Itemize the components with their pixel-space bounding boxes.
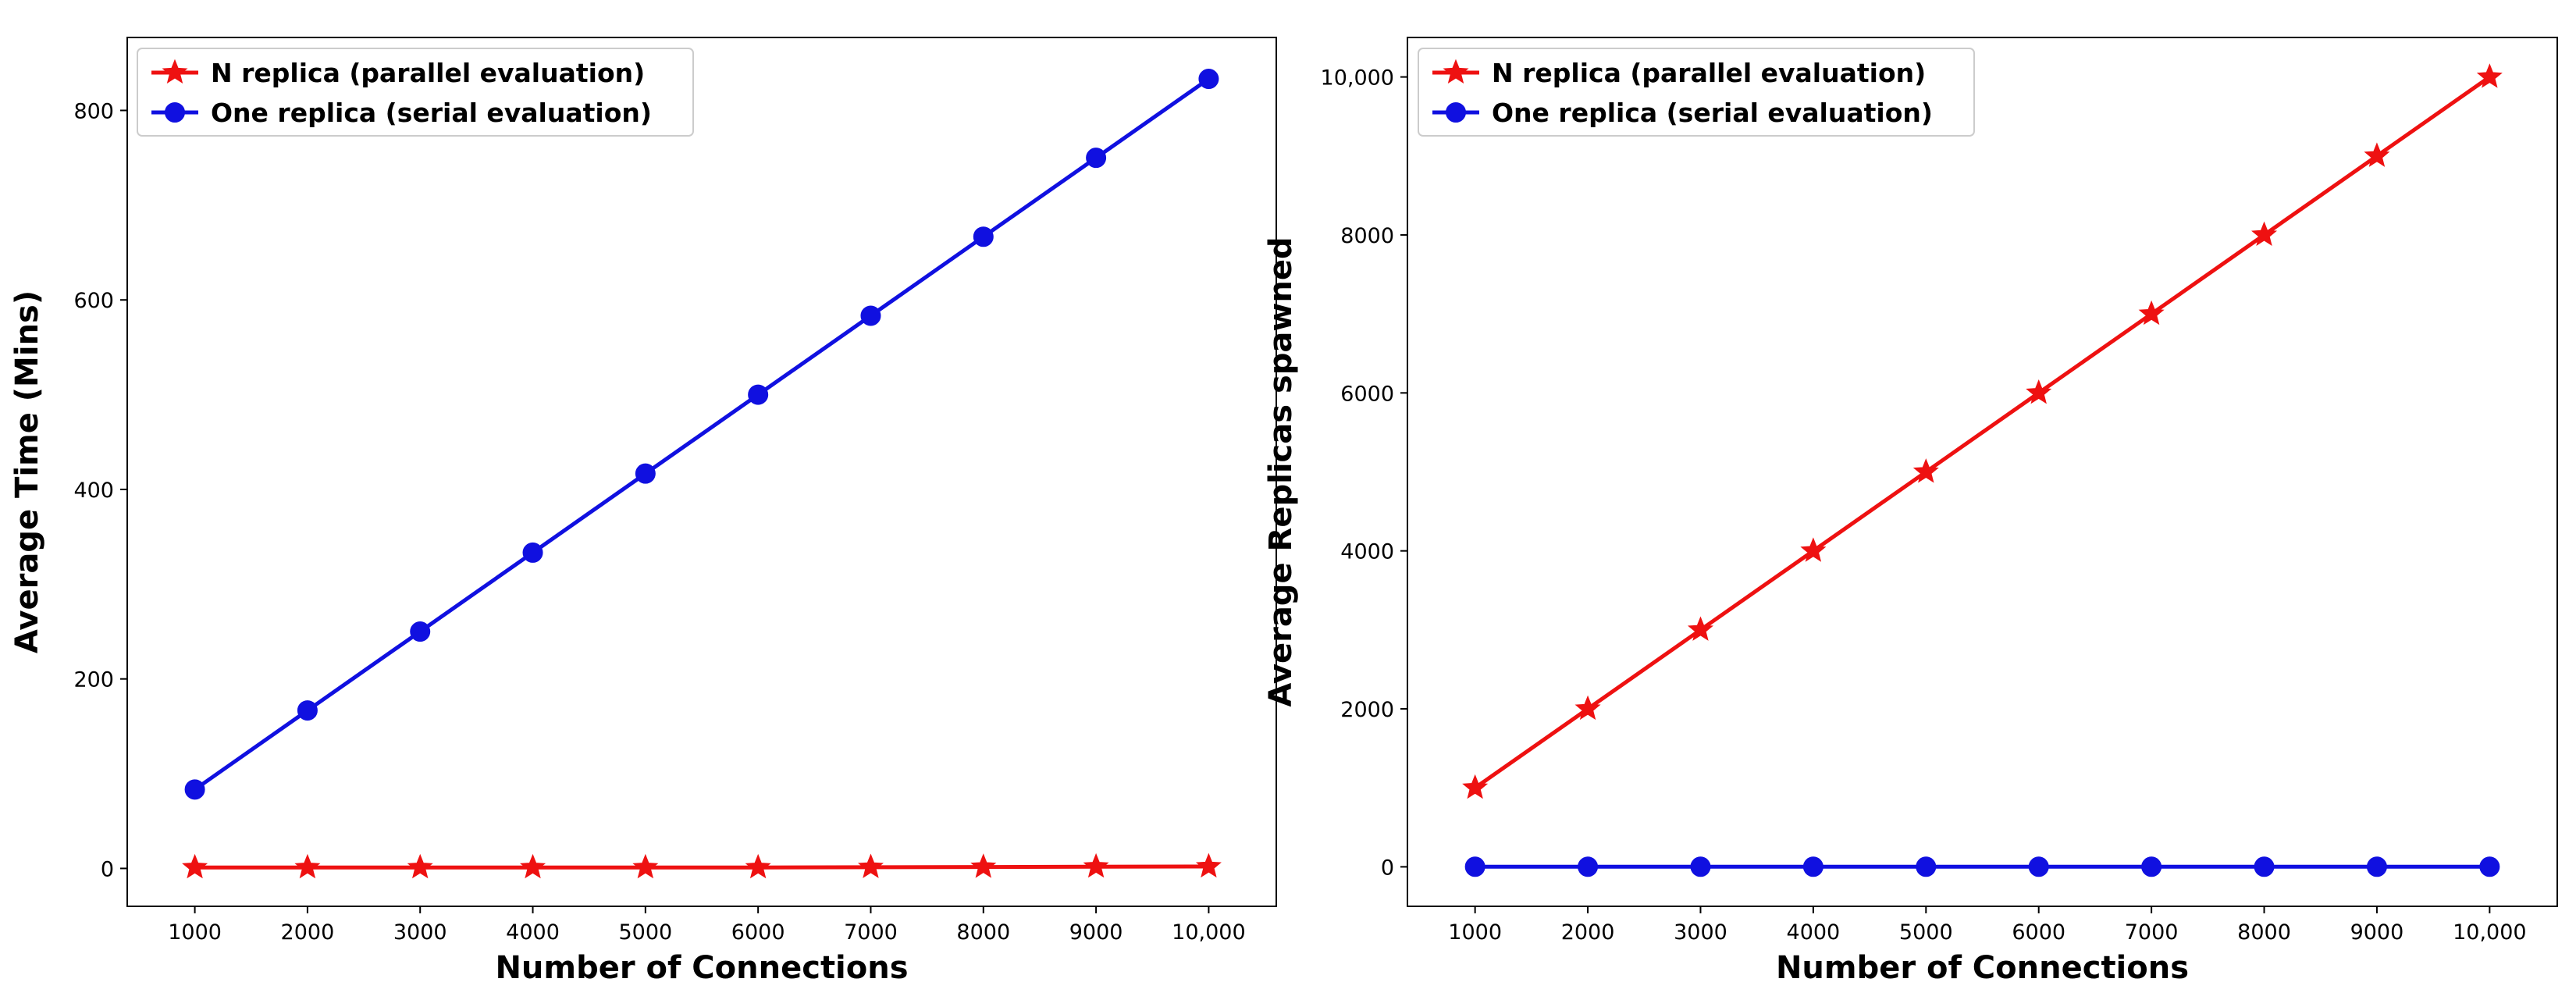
data-point <box>632 853 659 879</box>
legend: N replica (parallel evaluation) One repli… <box>1418 48 1975 137</box>
y-tick-label: 2000 <box>1340 698 1394 722</box>
legend-swatch-marker <box>165 102 185 123</box>
data-point <box>1086 148 1107 169</box>
data-point <box>184 779 205 800</box>
x-tick-label: 3000 <box>1674 920 1727 945</box>
y-tick-label: 800 <box>73 99 114 123</box>
y-tick-label: 0 <box>101 857 114 881</box>
data-point <box>294 853 321 879</box>
data-point <box>2254 856 2275 877</box>
data-point <box>1800 537 1827 562</box>
legend-label: One replica (serial evaluation) <box>1492 98 1933 128</box>
data-point <box>1690 856 1711 877</box>
legend-swatch-marker <box>1443 59 1469 84</box>
data-point <box>1195 852 1222 878</box>
x-tick-label: 8000 <box>2237 920 2291 945</box>
data-point <box>407 853 433 879</box>
legend-label: One replica (serial evaluation) <box>211 98 652 128</box>
data-point <box>973 226 994 247</box>
data-point <box>970 853 997 878</box>
y-axis-label: Average Replicas spawned <box>1263 237 1299 706</box>
data-point <box>1574 695 1601 721</box>
x-tick-label: 7000 <box>2125 920 2179 945</box>
x-tick-label: 5000 <box>1899 920 1953 945</box>
x-tick-label: 5000 <box>618 920 672 945</box>
data-point <box>1687 616 1713 641</box>
data-point <box>1198 69 1219 90</box>
data-point <box>297 700 318 721</box>
data-point <box>2138 300 2165 326</box>
data-point <box>635 463 656 484</box>
legend-swatch-marker <box>1446 102 1466 123</box>
x-tick-label: 6000 <box>731 920 785 945</box>
y-tick-label: 8000 <box>1340 224 1394 248</box>
y-tick-label: 0 <box>1381 856 1394 880</box>
data-point <box>2141 856 2162 877</box>
chart-panel-2: 1000 2000 3000 4000 5000 6000 7000 8000 9000 10,0… <box>1263 37 2558 986</box>
x-tick-label: 7000 <box>844 920 898 945</box>
plot-frame <box>1407 37 2558 907</box>
plot-frame <box>126 37 1277 907</box>
x-tick-label: 2000 <box>1561 920 1615 945</box>
series-one-replica <box>184 69 1219 800</box>
y-axis-label: Average Time (Mins) <box>9 290 45 653</box>
x-tick-label: 9000 <box>2350 920 2404 945</box>
series-n-replica <box>182 852 1222 879</box>
legend-box <box>1418 48 1975 137</box>
x-tick-label: 8000 <box>956 920 1010 945</box>
x-tick-label: 1000 <box>168 920 222 945</box>
data-point <box>2026 379 2052 404</box>
data-point <box>1578 856 1599 877</box>
y-tick-label: 400 <box>73 479 114 503</box>
x-axis-label: Number of Connections <box>495 950 908 986</box>
data-point <box>520 853 546 879</box>
data-point <box>2476 63 2503 88</box>
series-line <box>1474 75 2491 790</box>
legend-swatch-marker <box>162 59 188 84</box>
data-point <box>1802 856 1823 877</box>
y-tick-label: 10,000 <box>1321 66 1394 91</box>
data-point <box>857 853 884 878</box>
data-point <box>2366 856 2387 877</box>
y-tick-label: 600 <box>73 289 114 313</box>
data-point <box>860 305 881 326</box>
data-point <box>1464 856 1485 877</box>
data-point <box>2028 856 2049 877</box>
y-tick-label: 4000 <box>1340 540 1394 564</box>
legend: N replica (parallel evaluation) One repli… <box>137 48 694 137</box>
legend-label: N replica (parallel evaluation) <box>1492 58 1926 88</box>
data-point <box>1916 856 1937 877</box>
data-point <box>2479 856 2500 877</box>
x-tick-label: 2000 <box>281 920 335 945</box>
data-point <box>2251 221 2278 246</box>
data-point <box>1462 774 1489 799</box>
x-tick-label: 10,000 <box>1172 920 1245 945</box>
x-tick-label: 4000 <box>506 920 560 945</box>
data-point <box>522 542 543 563</box>
x-tick-label: 6000 <box>2012 920 2065 945</box>
data-point <box>1083 852 1109 878</box>
data-point <box>1912 458 1939 483</box>
legend-box <box>137 48 694 137</box>
x-tick-label: 9000 <box>1069 920 1123 945</box>
legend-label: N replica (parallel evaluation) <box>211 58 645 88</box>
y-tick-label: 6000 <box>1340 382 1394 406</box>
x-tick-label: 3000 <box>393 920 447 945</box>
x-tick-label: 10,000 <box>2453 920 2526 945</box>
series-n-replica <box>1462 63 2503 799</box>
data-point <box>410 621 431 642</box>
x-axis-label: Number of Connections <box>1776 950 2189 986</box>
x-tick-label: 4000 <box>1787 920 1841 945</box>
data-point <box>745 853 771 879</box>
data-point <box>748 384 769 405</box>
series-one-replica <box>1464 856 2500 877</box>
data-point <box>2364 142 2390 167</box>
series-line <box>194 77 1210 792</box>
x-tick-label: 1000 <box>1448 920 1502 945</box>
chart-panel-1: 1000 2000 3000 4000 5000 6000 7000 8000 9000 10,0… <box>9 37 1277 986</box>
data-point <box>182 853 208 879</box>
y-tick-label: 200 <box>73 668 114 692</box>
